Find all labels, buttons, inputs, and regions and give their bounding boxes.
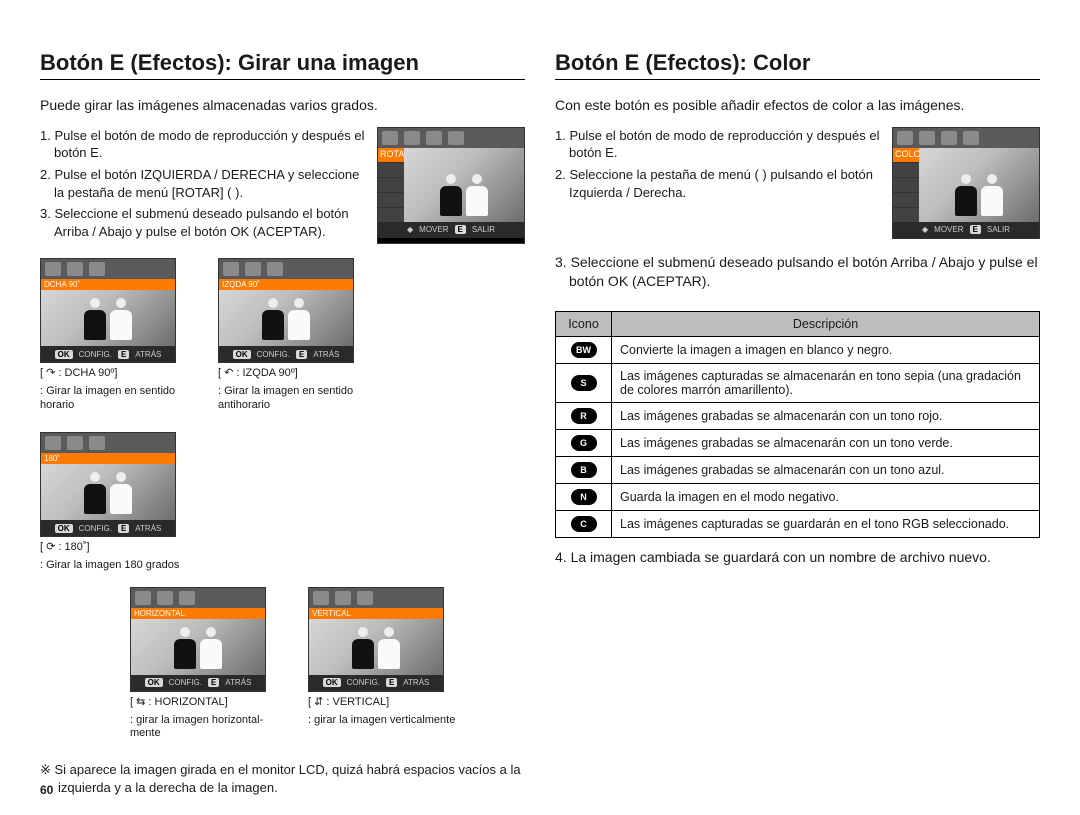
left-step-3: 3. Seleccione el submenú deseado pulsand… [40,205,365,240]
desc-b: Las imágenes grabadas se almacenarán con… [612,456,1040,483]
color-table: Icono Descripción BW Convierte la imagen … [555,311,1040,538]
thumb-180-hdr: 180˚ [41,453,175,464]
left-title: Botón E (Efectos): Girar una imagen [40,50,525,80]
table-row: G Las imágenes grabadas se almacenarán co… [556,429,1040,456]
page-number: 60 [40,783,53,797]
table-row: BW Convierte la imagen a imagen en blanco… [556,336,1040,363]
color-main-screenshot: COLOR ◆MOVER E SALIR [892,127,1040,239]
table-row: C Las imágenes capturadas se guardarán en… [556,510,1040,537]
rotate-foot-salir: SALIR [472,225,495,234]
right-step-1: 1. Pulse el botón de modo de reproducció… [555,127,880,162]
left-column: Botón E (Efectos): Girar una imagen Pued… [40,50,525,795]
rotate-thumb-row1: DCHA 90˚ OKCONFIG. EATRÁS [ ↷ : DCHA 90º… [40,258,525,573]
thumb-vertical-cap2: : girar la imagen verticalmente [308,714,458,728]
right-steps12: 1. Pulse el botón de modo de reproducció… [555,127,880,239]
desc-c: Las imágenes capturadas se guardarán en … [612,510,1040,537]
thumb-vertical-cap1: [ ⇵ : VERTICAL] [308,696,458,710]
desc-g: Las imágenes grabadas se almacenarán con… [612,429,1040,456]
right-intro: Con este botón es posible añadir efectos… [555,96,1040,115]
right-step-3: 3. Seleccione el submenú deseado pulsand… [555,253,1040,291]
thumb-vertical-hdr: VERTICAL [309,608,443,619]
thumb-180: 180˚ OKCONFIG. EATRÁS [ ⟳ : 180˚] : Gira… [40,432,190,573]
thumb-dcha90-hdr: DCHA 90˚ [41,279,175,290]
col-tbl-h-icon: Icono [556,311,612,336]
thumb-vertical: VERTICAL OKCONFIG. EATRÁS [ ⇵ : VERTICAL… [308,587,458,741]
left-steps-block: 1. Pulse el botón de modo de reproducció… [40,127,525,244]
desc-r: Las imágenes grabadas se almacenarán con… [612,402,1040,429]
table-row: B Las imágenes grabadas se almacenarán co… [556,456,1040,483]
thumb-izqda90: IZQDA 90˚ OKCONFIG. EATRÁS [ ↶ : IZQDA 9… [218,258,368,412]
icon-n: N [571,489,597,505]
col-tbl-h-desc: Descripción [612,311,1040,336]
icon-r: R [571,408,597,424]
thumb-izqda90-cap2: : Girar la imagen en sentido antihorario [218,385,368,413]
left-steps-text: 1. Pulse el botón de modo de reproducció… [40,127,365,244]
thumb-izqda90-hdr: IZQDA 90˚ [219,279,353,290]
table-row: N Guarda la imagen en el modo negativo. [556,483,1040,510]
left-intro: Puede girar las imágenes almacenadas var… [40,96,525,115]
icon-b: B [571,462,597,478]
color-foot-salir: SALIR [987,225,1010,234]
desc-s: Las imágenes capturadas se almacenarán e… [612,363,1040,402]
thumb-horizontal-hdr: HORIZONTAL [131,608,265,619]
table-row: R Las imágenes grabadas se almacenarán co… [556,402,1040,429]
thumb-dcha90-cap2: : Girar la imagen en sentido horario [40,385,190,413]
icon-c: C [571,516,597,532]
thumb-180-cap2: : Girar la imagen 180 grados [40,559,190,573]
right-title: Botón E (Efectos): Color [555,50,1040,80]
icon-s: S [571,375,597,391]
rotate-foot-mover: MOVER [419,225,448,234]
right-steps-block: 1. Pulse el botón de modo de reproducció… [555,127,1040,239]
desc-bw: Convierte la imagen a imagen en blanco y… [612,336,1040,363]
thumb-dcha90-cap1: [ ↷ : DCHA 90º] [40,367,190,381]
thumb-horizontal-cap1: [ ⇆ : HORIZONTAL] [130,696,280,710]
left-step-1: 1. Pulse el botón de modo de reproducció… [40,127,365,162]
thumb-dcha90: DCHA 90˚ OKCONFIG. EATRÁS [ ↷ : DCHA 90º… [40,258,190,412]
table-row: S Las imágenes capturadas se almacenarán … [556,363,1040,402]
left-step-2: 2. Pulse el botón IZQUIERDA / DERECHA y … [40,166,365,201]
desc-n: Guarda la imagen en el modo negativo. [612,483,1040,510]
right-column: Botón E (Efectos): Color Con este botón … [555,50,1040,795]
rotate-foot-key: E [455,225,466,234]
right-step-2: 2. Seleccione la pestaña de menú ( ) pul… [555,166,880,201]
right-step-4: 4. La imagen cambiada se guardará con un… [555,548,1040,567]
thumb-180-cap1: [ ⟳ : 180˚] [40,541,190,555]
color-foot-key: E [970,225,981,234]
left-note: ※ Si aparece la imagen girada en el moni… [40,761,525,796]
icon-g: G [571,435,597,451]
icon-bw: BW [571,342,597,358]
thumb-horizontal-cap2: : girar la imagen horizontal-mente [130,714,280,742]
thumb-horizontal: HORIZONTAL OKCONFIG. EATRÁS [ ⇆ : HORIZO… [130,587,280,741]
thumb-izqda90-cap1: [ ↶ : IZQDA 90º] [218,367,368,381]
color-foot-mover: MOVER [934,225,963,234]
page: Botón E (Efectos): Girar una imagen Pued… [40,50,1040,795]
rotate-thumb-row2: HORIZONTAL OKCONFIG. EATRÁS [ ⇆ : HORIZO… [40,587,525,741]
rotate-main-screenshot: ROTAR ◆MOVER E SALIR [377,127,525,244]
